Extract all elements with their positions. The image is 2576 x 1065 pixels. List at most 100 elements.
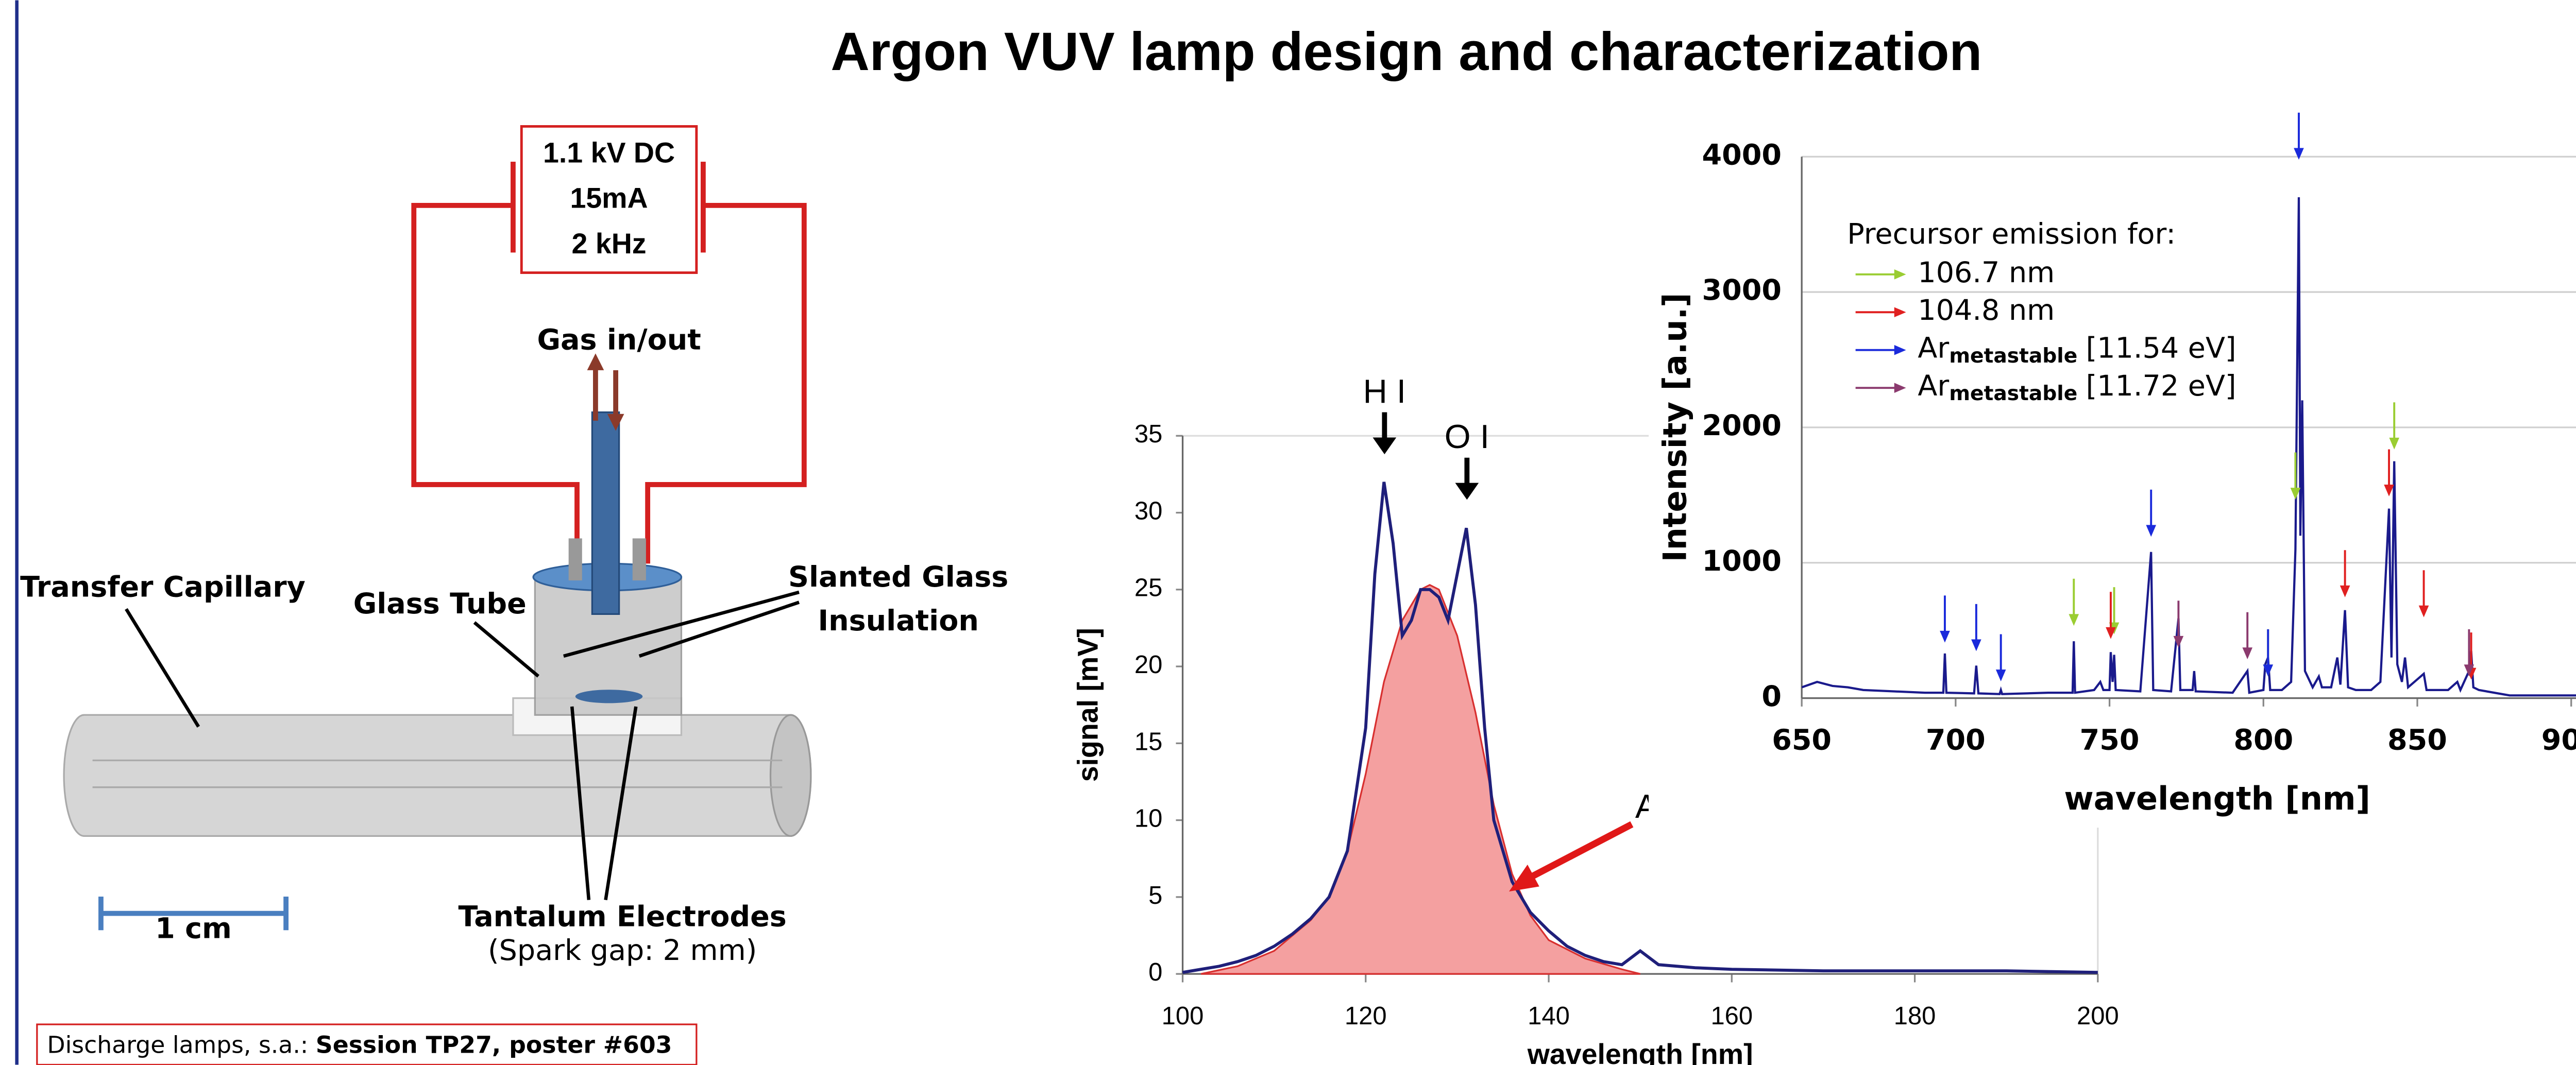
marker-arrow — [2173, 600, 2184, 648]
arrow-head — [2173, 635, 2184, 648]
y-tick-label: 1000 — [1702, 544, 1781, 578]
leader — [604, 706, 638, 900]
peak-arrow-head — [1455, 483, 1479, 500]
y-axis-label: signal [mV] — [1072, 628, 1104, 782]
leader — [563, 590, 800, 658]
area — [1200, 584, 1641, 975]
arrow-head — [2389, 437, 2399, 450]
y-tick-label: 0 — [1148, 958, 1162, 986]
marker-arrow — [1940, 595, 1950, 643]
marker-arrow — [2106, 592, 2116, 639]
marker-arrow — [2242, 612, 2253, 660]
legend-name: Ar — [1918, 332, 1949, 365]
x-tick-label: 650 — [1772, 724, 1832, 757]
electrode-gap — [575, 690, 643, 703]
x-tick-label: 120 — [1345, 1002, 1387, 1030]
line — [1802, 197, 2576, 697]
legend-label: 104.8 nm — [1918, 294, 2055, 327]
note: Discharge lamps, s.a.: Session TP27, pos… — [47, 1031, 672, 1058]
lamp-diagram: 1.1 kV DC 15mA 2 kHz Gas in/out Transfer… — [20, 125, 1008, 967]
legend-label: Armetastable [11.54 eV] — [1918, 332, 2236, 367]
arrow-head — [2242, 647, 2253, 660]
marker-arrow — [2146, 489, 2157, 537]
arrow-head — [2384, 485, 2394, 496]
marker-arrow — [1971, 604, 1981, 651]
label: 1 cm — [155, 912, 232, 945]
supply-text: 15mA — [570, 182, 648, 214]
y-tick-label: 3000 — [1702, 273, 1781, 307]
marker-arrow — [2263, 629, 2274, 677]
legend-sub: metastable — [1949, 382, 2077, 405]
wire — [411, 203, 580, 564]
x-axis-label: wavelength [nm] — [2064, 780, 2370, 817]
legend-name: 104.8 nm — [1918, 294, 2055, 327]
x-tick-label: 700 — [1926, 724, 1986, 757]
x-tick-label: 200 — [2077, 1002, 2119, 1030]
x-axis-label: wavelength [nm] — [1527, 1038, 1753, 1065]
arrow-head — [1971, 639, 1981, 651]
marker-arrow — [2290, 452, 2301, 500]
x-tick-label: 800 — [2233, 724, 2293, 757]
arrow-head — [1940, 630, 1950, 643]
supply-box — [520, 125, 698, 274]
marker-arrow — [1995, 634, 2006, 681]
arrow-head — [2464, 664, 2475, 677]
y-tick-label: 35 — [1134, 420, 1162, 448]
label: Transfer Capillary — [20, 571, 306, 604]
label: Slanted Glass — [788, 560, 1008, 594]
pin — [632, 538, 646, 581]
charts: 0 5 10 15 20 25 30 35 100 120 140 160 180 200 waveleng… — [1072, 101, 2576, 1065]
arrow-head — [2069, 614, 2079, 626]
arrow-head — [2294, 148, 2304, 160]
arrow-head — [2340, 585, 2350, 597]
marker-arrow — [2069, 578, 2079, 626]
arrow-head — [1995, 669, 2006, 681]
legend-head — [1894, 345, 1906, 355]
legend-title: Precursor emission for: — [1847, 217, 2176, 251]
label: Glass Tube — [353, 587, 527, 621]
marker-arrow — [2464, 629, 2475, 677]
legend-head — [1894, 269, 1906, 280]
x-tick-label: 180 — [1894, 1002, 1936, 1030]
supply-text: 2 kHz — [572, 228, 647, 260]
supply-text: 1.1 kV DC — [543, 137, 675, 169]
marker-arrow — [2389, 402, 2399, 450]
y-tick-label: 30 — [1134, 497, 1162, 525]
wire — [645, 203, 807, 564]
gas-tube — [591, 411, 620, 615]
legend-label: 106.7 nm — [1918, 256, 2055, 289]
legend-suffix: [11.72 eV] — [2086, 369, 2236, 403]
legend-head — [1894, 307, 1906, 318]
label: (Spark gap: 2 mm) — [488, 934, 757, 967]
leader — [638, 600, 800, 658]
y-tick-label: 4000 — [1702, 138, 1781, 171]
label: Tantalum Electrodes — [459, 900, 787, 934]
species-arrow — [1521, 821, 1634, 885]
y-axis-label: Intensity [a.u.] — [1656, 293, 1694, 562]
arrow-head — [2106, 627, 2116, 639]
poster-title: Argon VUV lamp design and characterizati… — [831, 22, 1982, 82]
note-bold: Session TP27, poster #603 — [316, 1031, 672, 1058]
arrow-head — [2146, 525, 2157, 537]
y-tick-label: 2000 — [1702, 409, 1781, 442]
y-tick-label: 20 — [1134, 651, 1162, 679]
note-box — [36, 1023, 698, 1065]
pin — [568, 538, 582, 581]
y-tick-label: 10 — [1134, 805, 1162, 833]
x-tick-label: 140 — [1528, 1002, 1570, 1030]
y-tick-label: 5 — [1148, 882, 1162, 909]
capillary-end — [769, 714, 812, 837]
chart-background — [1649, 101, 2576, 828]
species-arrow-head — [1509, 864, 1539, 892]
legend-suffix: [11.54 eV] — [2086, 332, 2236, 365]
label: Insulation — [818, 604, 978, 638]
marker-arrow — [2384, 449, 2394, 496]
marker-arrow — [2418, 570, 2429, 617]
x-tick-label: 160 — [1710, 1002, 1753, 1030]
gas-arrow-head — [607, 414, 624, 431]
marker-arrow — [2294, 112, 2304, 160]
gas-arrow-head — [587, 353, 604, 370]
legend-sub: metastable — [1949, 344, 2077, 367]
